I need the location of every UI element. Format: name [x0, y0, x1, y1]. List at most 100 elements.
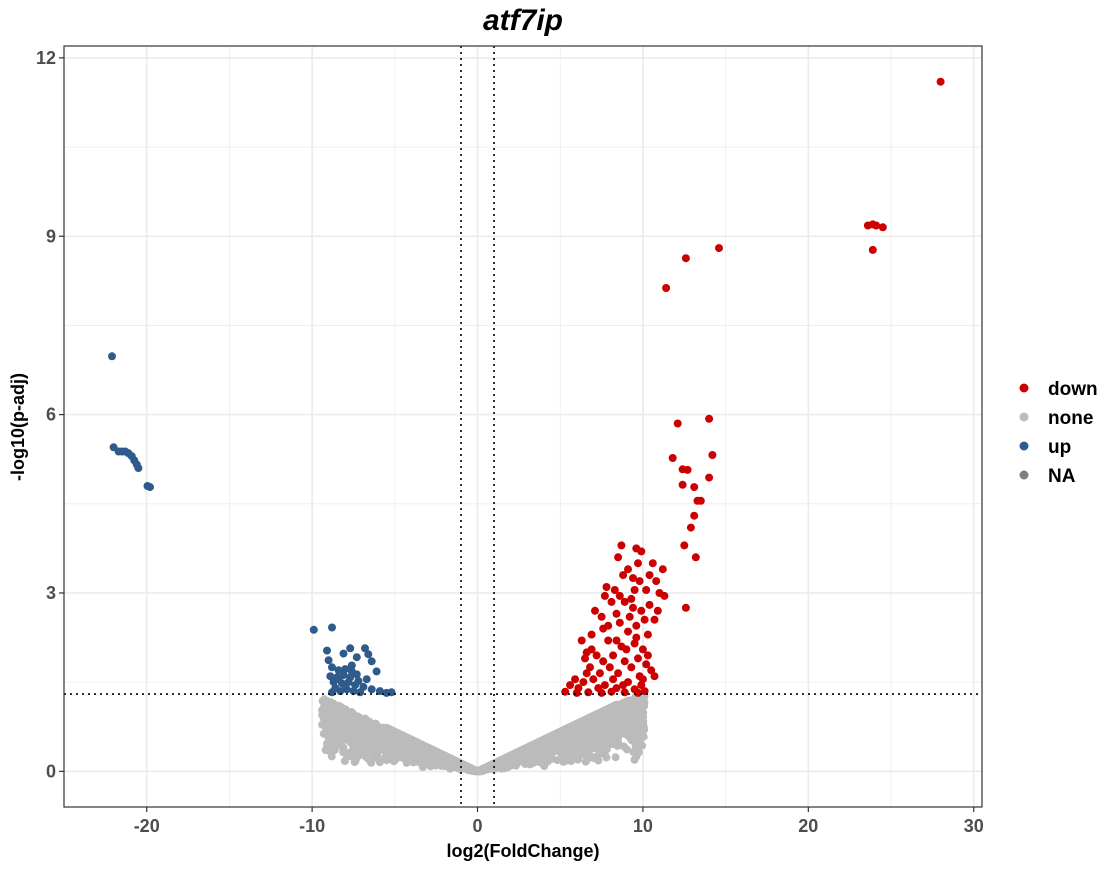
down-point — [582, 648, 591, 657]
y-tick-label: 12 — [36, 48, 56, 68]
none-point — [616, 724, 625, 733]
down-point — [643, 651, 652, 660]
down-point — [686, 523, 695, 532]
none-point — [607, 722, 616, 731]
none-point — [633, 723, 642, 732]
down-point — [612, 636, 621, 645]
down-point — [587, 630, 596, 639]
x-axis-title: log2(FoldChange) — [447, 841, 600, 861]
down-point — [622, 645, 631, 654]
legend-label-up: up — [1048, 437, 1071, 458]
legend-key-down — [1019, 383, 1029, 393]
none-point — [639, 708, 648, 717]
none-point — [362, 717, 371, 726]
none-point — [583, 725, 592, 734]
down-point — [620, 597, 629, 606]
down-point — [645, 600, 654, 609]
y-tick-label: 6 — [46, 405, 56, 425]
none-point — [609, 710, 618, 719]
y-tick-label: 0 — [46, 761, 56, 781]
down-point — [610, 586, 619, 594]
down-point — [620, 657, 629, 666]
none-point — [577, 726, 586, 735]
down-point — [627, 663, 636, 672]
none-point — [591, 754, 600, 762]
none-point — [372, 745, 381, 754]
none-point — [553, 756, 562, 765]
none-point — [632, 752, 641, 761]
none-point — [376, 728, 385, 737]
none-point — [573, 732, 582, 741]
down-point — [597, 688, 606, 697]
none-point — [355, 729, 364, 738]
down-point — [642, 586, 651, 594]
none-point — [561, 756, 570, 765]
none-point — [408, 747, 417, 756]
down-point — [638, 675, 647, 684]
none-point — [430, 755, 438, 764]
x-tick-label: -10 — [299, 816, 325, 836]
none-point — [356, 719, 365, 728]
none-point — [395, 737, 404, 746]
none-point — [403, 742, 412, 751]
down-point — [708, 451, 717, 459]
legend-label-down: down — [1048, 379, 1098, 400]
none-point — [333, 705, 342, 714]
down-point — [640, 615, 649, 624]
down-point — [705, 473, 714, 482]
up-point — [328, 663, 336, 672]
none-point — [360, 746, 369, 755]
down-point — [627, 594, 636, 603]
up-point — [339, 649, 348, 658]
none-point — [563, 744, 572, 753]
none-point — [331, 721, 340, 730]
x-tick-label: 10 — [633, 816, 653, 836]
down-point — [607, 597, 616, 606]
down-point — [612, 609, 621, 618]
none-point — [353, 742, 362, 751]
legend-label-none: none — [1048, 408, 1093, 429]
down-point — [690, 483, 699, 492]
down-point — [868, 245, 877, 254]
down-point — [642, 660, 651, 669]
y-axis-ticks: 0 3 6 9 12 — [36, 48, 64, 781]
none-point — [395, 753, 403, 762]
down-point — [632, 633, 641, 642]
down-point — [634, 559, 642, 568]
none-point — [539, 759, 548, 768]
none-point — [360, 735, 369, 744]
none-point — [566, 756, 575, 765]
down-point — [673, 419, 682, 428]
none-point — [327, 744, 336, 753]
down-point — [668, 454, 677, 462]
down-point — [693, 496, 702, 505]
legend-key-none — [1019, 412, 1029, 422]
none-point — [624, 725, 633, 734]
down-point — [586, 663, 594, 672]
down-point — [624, 565, 632, 574]
none-point — [321, 746, 330, 755]
none-point — [341, 705, 350, 714]
up-point — [347, 661, 356, 670]
up-point — [336, 687, 345, 696]
down-point — [619, 681, 628, 690]
none-point — [600, 749, 609, 758]
none-point — [327, 752, 336, 761]
down-point — [615, 591, 624, 600]
down-point — [638, 645, 647, 654]
legend-key-up — [1019, 441, 1029, 451]
down-point — [572, 688, 581, 697]
down-point — [690, 511, 699, 520]
none-point — [348, 717, 357, 726]
down-point — [680, 541, 689, 550]
x-tick-label: 30 — [964, 816, 984, 836]
down-point — [658, 565, 667, 574]
up-point — [334, 675, 343, 684]
none-point — [379, 742, 388, 750]
up-point — [328, 623, 336, 632]
none-point — [624, 716, 633, 725]
down-point — [604, 636, 613, 645]
none-point — [595, 719, 604, 728]
chart-title: atf7ip — [482, 4, 563, 37]
none-point — [619, 742, 628, 751]
